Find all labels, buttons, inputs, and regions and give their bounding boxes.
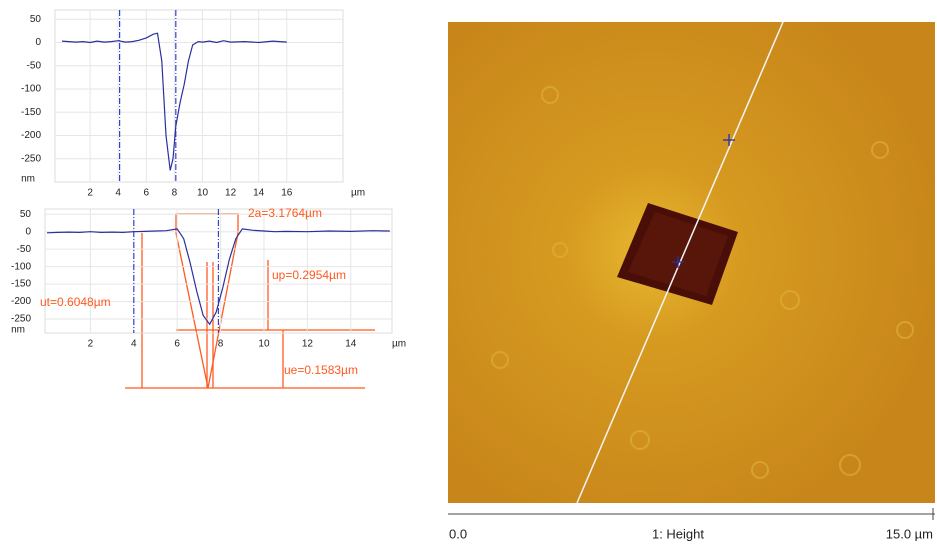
y-tick-label: -150	[11, 279, 31, 290]
annotation: 2a=3.1764µm	[248, 206, 322, 220]
y-tick-label: -200	[11, 296, 31, 307]
data-line	[46, 228, 390, 326]
y-tick-label: -200	[21, 130, 41, 141]
y-tick-label: 50	[20, 209, 32, 220]
x-tick-label: 14	[253, 188, 265, 199]
annotation: ut=0.6048µm	[40, 295, 111, 309]
annotation: up=0.2954µm	[272, 268, 346, 282]
x-tick-label: 4	[115, 188, 121, 199]
x-tick-label: 2	[88, 339, 94, 350]
y-tick-label: 0	[35, 37, 41, 48]
scale-start: 0.0	[449, 526, 467, 541]
y-unit: nm	[11, 325, 25, 336]
y-unit: nm	[21, 174, 35, 185]
afm-image	[448, 21, 935, 504]
construction-lines	[125, 213, 375, 389]
x-tick-label: 14	[345, 339, 357, 350]
x-tick-label: 16	[281, 188, 293, 199]
x-tick-label: 10	[258, 339, 270, 350]
x-tick-label: 2	[87, 188, 93, 199]
x-unit: µm	[392, 339, 406, 350]
x-tick-label: 12	[302, 339, 314, 350]
y-tick-label: -100	[11, 261, 31, 272]
x-tick-label: 12	[225, 188, 237, 199]
x-unit: µm	[351, 188, 365, 199]
x-tick-label: 8	[172, 188, 178, 199]
annotation: ue=0.1583µm	[284, 363, 358, 377]
scale-channel: 1: Height	[652, 526, 704, 541]
x-tick-label: 4	[131, 339, 137, 350]
y-tick-label: -250	[21, 153, 41, 164]
y-tick-label: -50	[27, 60, 42, 71]
y-tick-label: -100	[21, 84, 41, 95]
y-tick-label: -150	[21, 107, 41, 118]
x-tick-label: 10	[197, 188, 209, 199]
y-tick-label: 0	[25, 226, 31, 237]
scale-end: 15.0 µm	[886, 526, 933, 541]
x-tick-label: 6	[174, 339, 180, 350]
y-tick-label: -250	[11, 314, 31, 325]
y-tick-label: 50	[30, 14, 42, 25]
data-line	[61, 32, 287, 171]
x-tick-label: 8	[218, 339, 224, 350]
plot-area	[54, 9, 344, 183]
x-tick-label: 6	[144, 188, 150, 199]
y-tick-label: -50	[17, 244, 32, 255]
